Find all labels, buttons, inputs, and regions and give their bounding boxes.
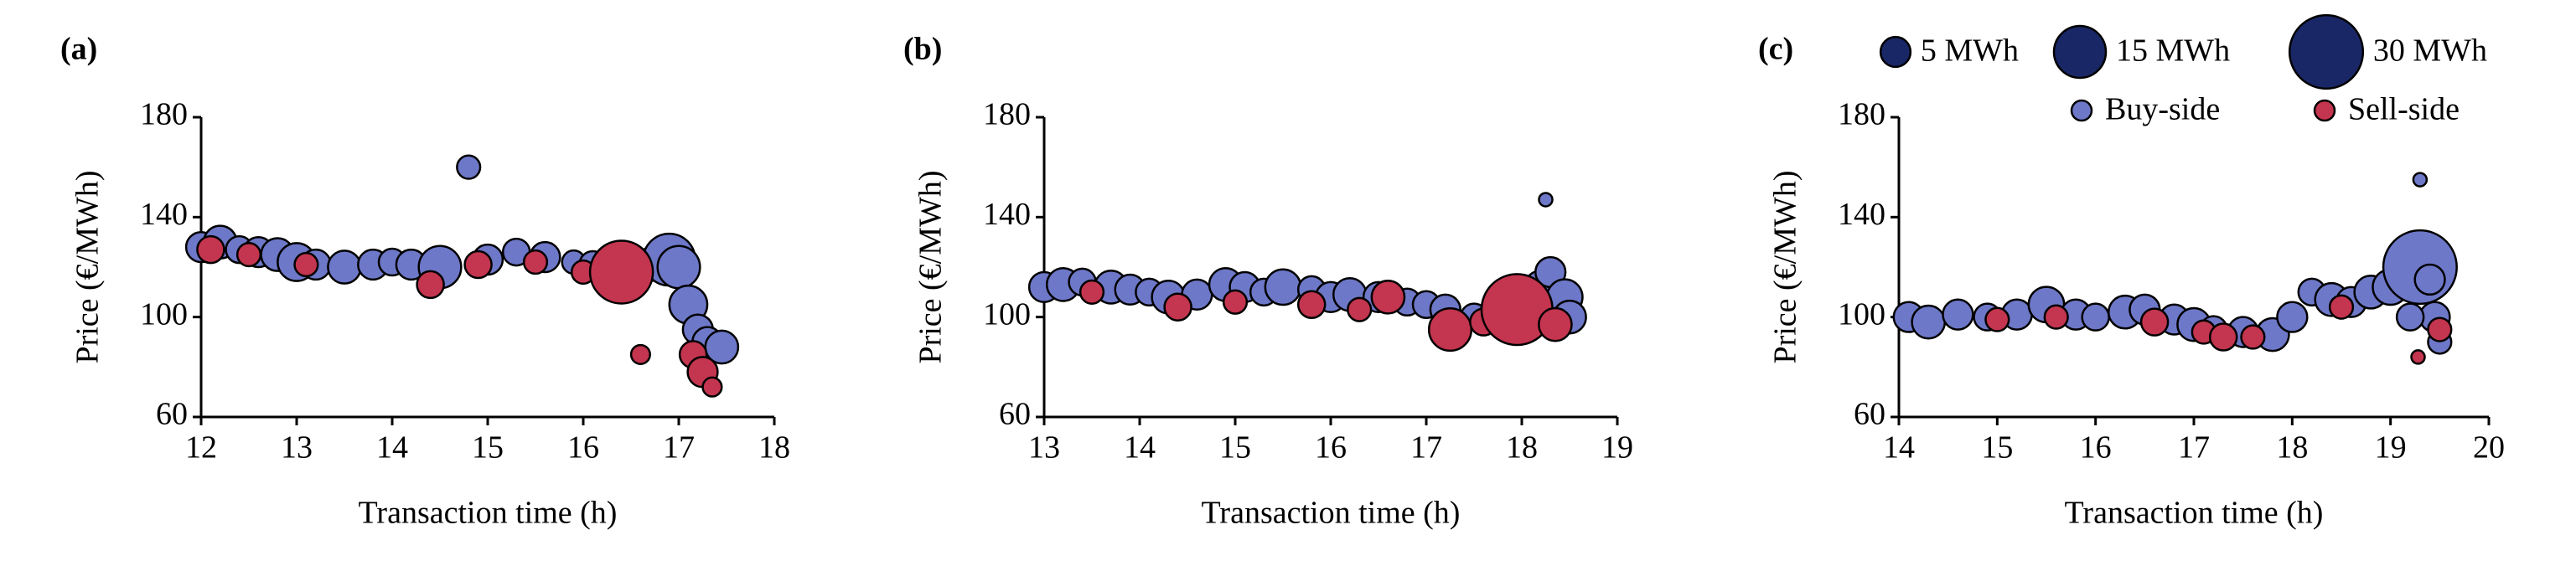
bubble <box>327 250 362 285</box>
size-legend-marker <box>2052 24 2108 80</box>
size-legend-label: 30 MWh <box>2373 33 2487 69</box>
bubble <box>588 239 654 305</box>
bubble <box>456 154 482 180</box>
bubble <box>1538 192 1554 208</box>
y-tick-label: 100 <box>1838 296 1885 332</box>
y-tick-label: 140 <box>1838 197 1885 232</box>
bubble <box>656 244 701 290</box>
bubble <box>2427 316 2453 342</box>
x-tick-label: 16 <box>1315 430 1347 466</box>
bubble <box>2081 302 2110 332</box>
x-axis-label: Transaction time (h) <box>1202 496 1461 531</box>
bubble <box>522 249 549 275</box>
x-tick-label: 12 <box>185 430 217 466</box>
y-tick-label: 140 <box>983 197 1031 232</box>
x-tick-label: 15 <box>1219 430 1251 466</box>
x-tick-label: 14 <box>1124 430 1156 466</box>
x-tick-label: 17 <box>1410 430 1442 466</box>
bubble <box>1427 307 1473 352</box>
y-tick-label: 60 <box>156 397 188 432</box>
x-tick-label: 14 <box>376 430 408 466</box>
bubble <box>2240 324 2266 350</box>
bubble <box>293 251 319 278</box>
bubble <box>2413 263 2446 296</box>
panel-label: (a) <box>60 32 97 67</box>
bubble <box>1370 279 1406 315</box>
x-tick-label: 20 <box>2473 430 2505 466</box>
x-tick-label: 17 <box>2178 430 2210 466</box>
size-legend-label: 5 MWh <box>1921 33 2019 69</box>
bubble <box>1911 304 1947 340</box>
y-tick-label: 100 <box>140 296 188 332</box>
panel-label: (b) <box>903 32 942 67</box>
x-axis-label: Transaction time (h) <box>359 496 618 531</box>
legend-marker <box>2070 99 2093 122</box>
y-axis-label: Price (€/MWh) <box>70 170 106 363</box>
y-axis-label: Price (€/MWh) <box>1768 170 1803 363</box>
x-tick-label: 13 <box>281 430 313 466</box>
bubble <box>2410 349 2426 365</box>
bubble <box>2276 301 2309 333</box>
x-tick-label: 14 <box>1883 430 1915 466</box>
legend-marker <box>2313 99 2336 122</box>
bubble <box>196 234 225 265</box>
bubble <box>2328 294 2355 320</box>
y-axis-label: Price (€/MWh) <box>913 170 949 363</box>
y-tick-label: 180 <box>1838 97 1885 132</box>
x-axis-label: Transaction time (h) <box>2065 496 2324 531</box>
x-tick-label: 18 <box>2276 430 2308 466</box>
x-tick-label: 19 <box>1601 430 1633 466</box>
bubble <box>2043 304 2069 330</box>
bubble <box>1538 306 1573 342</box>
bubble <box>1942 298 1974 331</box>
x-tick-label: 18 <box>758 430 790 466</box>
x-tick-label: 16 <box>2080 430 2112 466</box>
bubble <box>2139 307 2170 337</box>
x-tick-label: 16 <box>567 430 599 466</box>
bubble <box>235 241 262 268</box>
bubble <box>2395 302 2425 332</box>
x-tick-label: 15 <box>472 430 504 466</box>
bubble <box>1163 292 1192 322</box>
y-tick-label: 100 <box>983 296 1031 332</box>
size-legend-marker <box>1879 35 1912 69</box>
legend-label: Buy-side <box>2105 92 2220 127</box>
x-tick-label: 19 <box>2375 430 2407 466</box>
size-legend-marker <box>2288 13 2365 90</box>
y-tick-label: 180 <box>140 97 188 132</box>
bubble <box>2208 322 2238 352</box>
y-tick-label: 180 <box>983 97 1031 132</box>
x-tick-label: 17 <box>663 430 695 466</box>
bubble <box>1347 296 1373 322</box>
bubble <box>2412 172 2429 188</box>
legend-label: Sell-side <box>2348 92 2460 127</box>
panel-label: (c) <box>1758 32 1793 67</box>
bubble <box>416 270 445 300</box>
x-tick-label: 13 <box>1028 430 1060 466</box>
bubble <box>1296 290 1327 319</box>
bubble <box>1264 268 1302 306</box>
x-tick-label: 18 <box>1506 430 1538 466</box>
bubble <box>629 343 651 365</box>
y-tick-label: 140 <box>140 197 188 232</box>
x-tick-label: 15 <box>1981 430 2013 466</box>
bubble <box>463 250 493 280</box>
y-tick-label: 60 <box>1854 397 1885 432</box>
size-legend-label: 15 MWh <box>2116 33 2230 69</box>
y-tick-label: 60 <box>999 397 1031 432</box>
bubble <box>1984 306 2010 332</box>
bubble <box>1222 289 1249 315</box>
bubble <box>701 376 723 398</box>
bubble <box>1079 279 1105 305</box>
